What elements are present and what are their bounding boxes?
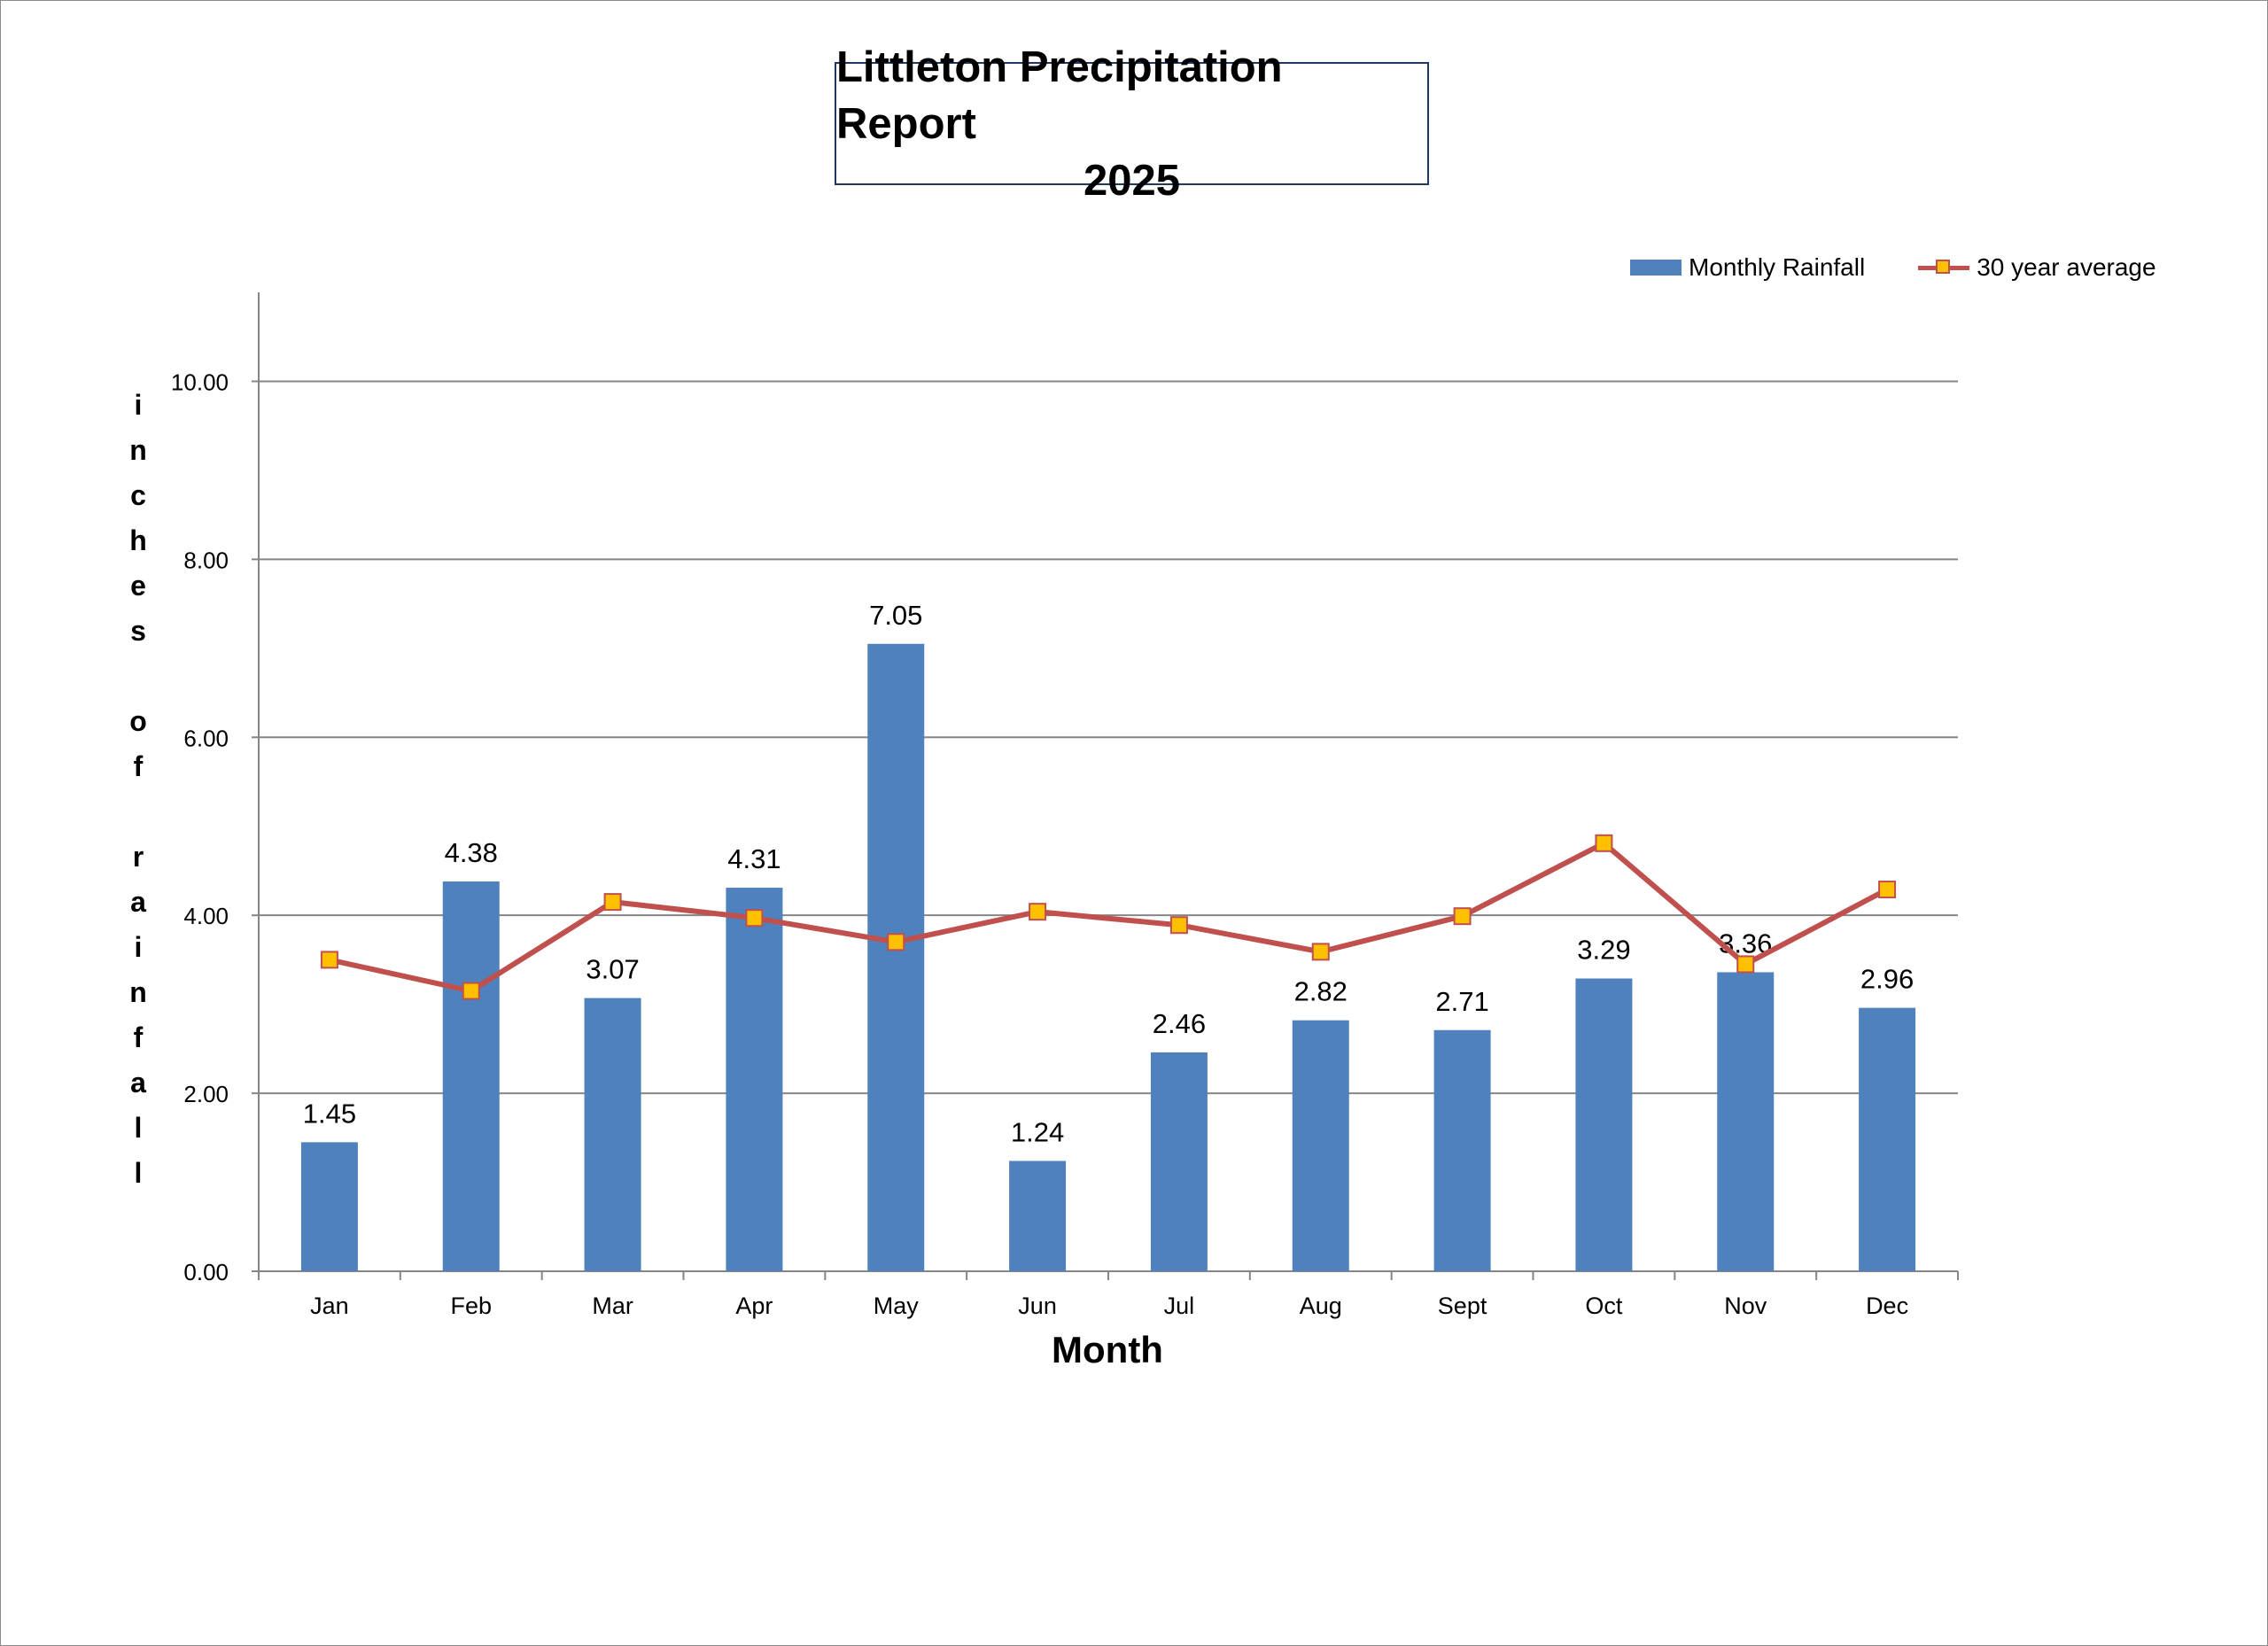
average-marker-aug [1311, 943, 1330, 961]
x-tick-label-jul: Jul [1164, 1293, 1195, 1319]
legend-item-monthly-rainfall: Monthly Rainfall [1630, 253, 1865, 282]
y-axis-title-letter: s [130, 615, 146, 647]
x-tick-label-jan: Jan [310, 1293, 349, 1319]
y-axis-title-letter: l [134, 1112, 143, 1144]
y-axis-title-letter: r [132, 841, 144, 873]
y-axis-title-letter: i [134, 931, 143, 963]
average-marker-feb [462, 982, 480, 1000]
y-axis-title-letter: l [134, 1157, 143, 1189]
legend-square-marker [1936, 260, 1951, 274]
average-marker-dec [1878, 881, 1897, 899]
legend-label-monthly-rainfall: Monthly Rainfall [1689, 253, 1866, 281]
data-label-aug: 2.82 [1294, 976, 1348, 1007]
y-tick-label-2: 4.00 [183, 903, 229, 929]
bar-dec [1859, 1007, 1916, 1271]
bar-mar [584, 998, 641, 1271]
y-axis-title-letter: f [133, 1021, 144, 1053]
x-axis-title: Month [1052, 1329, 1163, 1370]
bar-may [867, 643, 925, 1271]
x-tick-label-mar: Mar [592, 1293, 633, 1319]
y-axis-title-letter: i [134, 389, 143, 421]
x-tick-label-feb: Feb [450, 1293, 492, 1319]
data-label-sept: 2.71 [1435, 986, 1488, 1017]
y-axis-title-letter: e [130, 570, 146, 602]
chart-title-line1: Littleton Precipitation Report [836, 43, 1283, 148]
data-label-jul: 2.46 [1153, 1008, 1206, 1039]
average-marker-jul [1169, 916, 1188, 935]
data-label-jan: 1.45 [303, 1098, 356, 1129]
x-tick-label-may: May [874, 1293, 920, 1319]
chart-title-line2: 2025 [1083, 156, 1180, 205]
x-tick-label-nov: Nov [1724, 1293, 1767, 1319]
bar-oct [1575, 978, 1633, 1271]
data-label-apr: 4.31 [727, 843, 781, 874]
data-label-may: 7.05 [869, 600, 922, 631]
bar-jan [300, 1142, 358, 1271]
y-axis-title-letter: h [129, 524, 147, 556]
x-tick-label-apr: Apr [735, 1293, 773, 1319]
legend-label-30-year-average: 30 year average [1977, 253, 2156, 281]
legend-line-swatch [1918, 259, 1970, 276]
y-axis-title-letter: a [130, 886, 146, 918]
y-axis-title-letter: n [129, 434, 147, 466]
y-axis-title-letter: o [129, 705, 147, 737]
y-tick-label-5: 10.00 [171, 369, 229, 395]
data-label-dec: 2.96 [1860, 964, 1914, 995]
average-marker-oct [1595, 834, 1613, 852]
x-tick-label-dec: Dec [1866, 1293, 1908, 1319]
y-tick-label-0: 0.00 [183, 1259, 229, 1285]
average-marker-sept [1453, 907, 1472, 926]
y-axis-title-letter: n [129, 976, 147, 1008]
y-axis-title-space [122, 654, 154, 699]
average-line [329, 840, 1889, 994]
data-label-oct: 3.29 [1577, 935, 1630, 966]
average-marker-jun [1029, 903, 1047, 921]
y-tick-label-4: 8.00 [183, 547, 229, 573]
x-tick-label-aug: Aug [1300, 1293, 1342, 1319]
data-label-feb: 4.38 [445, 837, 498, 868]
legend: Monthly Rainfall 30 year average [1630, 250, 2210, 285]
y-axis-title-letter: f [133, 750, 144, 782]
y-tick-label-1: 2.00 [183, 1081, 229, 1107]
legend-item-30-year-average: 30 year average [1918, 253, 2156, 282]
average-marker-may [887, 933, 905, 951]
average-marker-jan [320, 951, 338, 969]
bar-nov [1717, 972, 1775, 1271]
x-tick-label-oct: Oct [1585, 1293, 1623, 1319]
bar-feb [442, 881, 500, 1271]
data-label-jun: 1.24 [1011, 1116, 1064, 1147]
average-marker-mar [603, 893, 622, 912]
y-axis-title-space [122, 789, 154, 835]
bar-jul [1150, 1052, 1208, 1271]
data-label-mar: 3.07 [586, 954, 639, 985]
average-marker-nov [1736, 955, 1755, 974]
bar-apr [726, 888, 783, 1271]
x-tick-label-sept: Sept [1438, 1293, 1487, 1319]
y-tick-label-3: 6.00 [183, 725, 229, 751]
legend-bar-swatch [1630, 260, 1682, 276]
y-axis-title-letter: a [130, 1067, 146, 1099]
x-tick-label-jun: Jun [1018, 1293, 1057, 1319]
bar-aug [1292, 1020, 1349, 1271]
chart-title: Littleton Precipitation Report 2025 [835, 43, 1429, 205]
average-marker-apr [745, 909, 764, 928]
y-axis-title-letter: c [130, 479, 146, 511]
bar-jun [1009, 1161, 1067, 1271]
bar-sept [1433, 1029, 1491, 1271]
